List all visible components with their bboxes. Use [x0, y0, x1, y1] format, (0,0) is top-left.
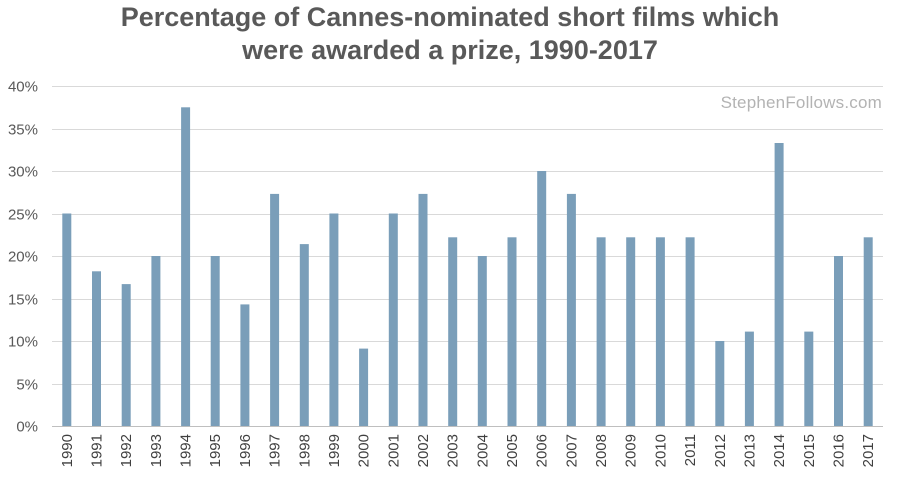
x-tick-label: 2017 — [860, 434, 877, 467]
x-tick-label: 2003 — [445, 434, 462, 467]
y-tick-label: 30% — [8, 164, 38, 181]
bar — [121, 284, 131, 426]
bar — [477, 256, 487, 426]
y-tick-label: 0% — [16, 419, 38, 436]
x-tick-label: 1997 — [267, 434, 284, 467]
gridlines — [52, 86, 883, 427]
x-tick-label: 2011 — [682, 434, 699, 466]
y-tick-label: 20% — [8, 249, 38, 266]
x-tick-label: 1996 — [237, 434, 254, 467]
bar — [566, 193, 576, 426]
bar — [655, 237, 665, 426]
x-tick-label: 2000 — [356, 434, 373, 467]
x-tick-label: 1990 — [59, 434, 76, 467]
bar — [804, 331, 814, 426]
x-tick-label: 1992 — [118, 434, 135, 467]
bar — [744, 331, 754, 426]
bars — [62, 107, 873, 427]
x-tick-label: 2015 — [801, 434, 818, 467]
bar — [359, 348, 369, 426]
chart-title: Percentage of Cannes-nominated short fil… — [0, 0, 900, 67]
x-tick-label: 2002 — [415, 434, 432, 467]
y-axis-ticks: 0% 5% 10% 15% 20% 25% 30% 35% 40% — [8, 79, 38, 436]
x-tick-label: 2012 — [712, 434, 729, 467]
x-tick-label: 2016 — [831, 434, 848, 467]
x-tick-label: 1993 — [148, 434, 165, 467]
bar — [329, 213, 339, 426]
y-tick-label: 10% — [8, 334, 38, 351]
bar — [685, 237, 695, 426]
x-tick-label: 2009 — [623, 434, 640, 467]
x-tick-label: 2001 — [385, 434, 402, 467]
x-tick-label: 2010 — [652, 434, 669, 467]
x-tick-label: 1995 — [207, 434, 224, 467]
bar — [151, 256, 161, 426]
x-tick-label: 1999 — [326, 434, 343, 467]
bar — [834, 256, 843, 426]
bar — [418, 193, 428, 426]
bar — [92, 271, 101, 426]
bar — [596, 237, 606, 426]
bar — [210, 256, 220, 426]
y-tick-label: 35% — [8, 122, 38, 139]
bar — [62, 213, 72, 426]
bar — [774, 143, 784, 426]
chart-title-line-2: were awarded a prize, 1990-2017 — [242, 35, 658, 65]
bar — [507, 237, 517, 426]
x-tick-label: 2006 — [534, 434, 551, 467]
x-tick-label: 2008 — [593, 434, 610, 467]
bar — [537, 171, 547, 426]
bar — [299, 244, 309, 426]
bar — [240, 304, 250, 426]
x-axis-ticks: 1990 1991 1992 1993 1994 1995 1996 1997 1998 1999… — [59, 434, 877, 467]
x-tick-label: 2014 — [771, 434, 788, 467]
x-tick-label: 2007 — [563, 434, 580, 467]
bar — [448, 237, 458, 426]
x-tick-label: 1991 — [89, 434, 106, 467]
x-tick-label: 2005 — [504, 434, 521, 467]
watermark: StephenFollows.com — [720, 93, 882, 112]
bar — [181, 107, 191, 427]
y-tick-label: 5% — [16, 377, 38, 394]
x-tick-label: 1994 — [178, 434, 195, 467]
y-tick-label: 15% — [8, 292, 38, 309]
chart-title-line-1: Percentage of Cannes-nominated short fil… — [120, 2, 780, 32]
x-tick-label: 1998 — [296, 434, 313, 467]
bar — [388, 213, 398, 426]
x-tick-label: 2013 — [741, 434, 758, 467]
x-tick-label: 2004 — [474, 434, 491, 467]
bar — [626, 237, 636, 426]
bar — [270, 193, 280, 426]
bar — [863, 237, 873, 426]
y-tick-label: 25% — [8, 207, 38, 224]
y-tick-label: 40% — [8, 79, 38, 96]
bar — [715, 341, 725, 426]
